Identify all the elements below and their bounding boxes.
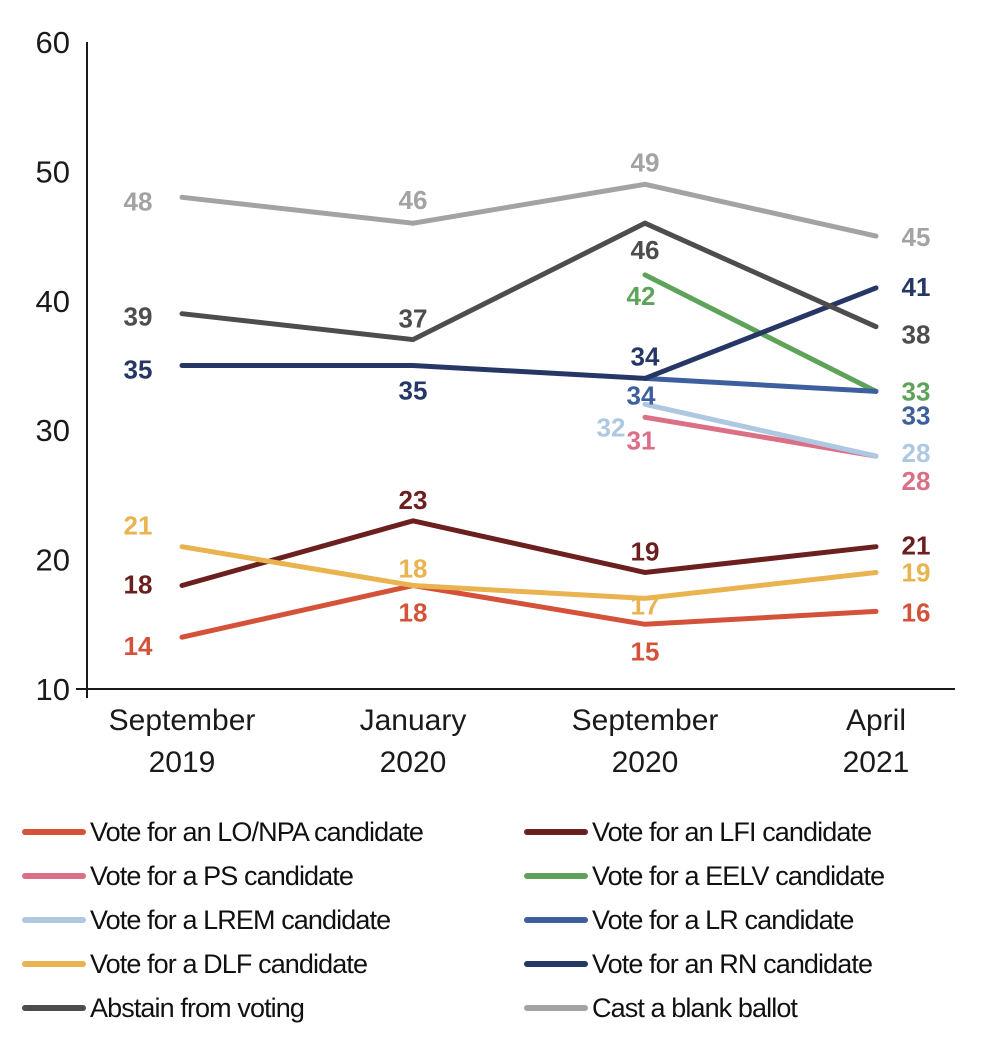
legend-swatch-icon xyxy=(22,961,86,967)
data-label: 38 xyxy=(902,320,931,350)
legend-swatch-icon xyxy=(524,829,588,835)
data-label: 33 xyxy=(902,376,931,406)
x-tick-labels: September 2019 January 2020 September 2020 Apr… xyxy=(109,704,910,779)
series-line-7 xyxy=(179,285,879,381)
data-label: 48 xyxy=(124,186,153,216)
legend-item: Vote for a LR candidate xyxy=(524,900,854,940)
y-tick-labels: 10 20 30 40 50 60 xyxy=(36,25,70,707)
legend-swatch-icon xyxy=(524,961,588,967)
legend-label: Vote for an LO/NPA candidate xyxy=(90,816,424,847)
x-tick-label: September xyxy=(572,704,719,737)
x-tick-label: 2021 xyxy=(843,746,910,779)
y-tick-label: 40 xyxy=(36,284,70,319)
series-line-6 xyxy=(179,544,879,601)
data-label: 17 xyxy=(631,590,660,620)
data-label: 45 xyxy=(902,222,931,252)
legend-item: Vote for a PS candidate xyxy=(22,856,354,896)
legend-item: Vote for a DLF candidate xyxy=(22,944,368,984)
legend-label: Vote for a EELV candidate xyxy=(592,860,885,891)
legend-item: Cast a blank ballot xyxy=(524,988,798,1028)
y-tick-label: 30 xyxy=(36,413,70,448)
data-label: 23 xyxy=(399,485,428,515)
legend-item: Vote for a EELV candidate xyxy=(524,856,885,896)
data-label: 49 xyxy=(631,147,660,177)
data-label: 41 xyxy=(902,272,931,302)
data-label: 15 xyxy=(631,636,660,666)
data-label: 31 xyxy=(627,425,656,455)
data-label: 46 xyxy=(399,185,428,215)
y-tick-label: 10 xyxy=(36,672,70,707)
data-label: 32 xyxy=(597,412,626,442)
legend-swatch-icon xyxy=(22,1005,86,1011)
legend-label: Vote for an LFI candidate xyxy=(592,816,872,847)
data-label: 28 xyxy=(902,466,931,496)
legend-item: Vote for an RN candidate xyxy=(524,944,873,984)
data-label: 37 xyxy=(399,304,428,334)
legend-swatch-icon xyxy=(22,873,86,879)
series-line-5 xyxy=(642,375,879,394)
data-label: 28 xyxy=(902,438,931,468)
legend-label: Abstain from voting xyxy=(90,992,305,1023)
data-label: 19 xyxy=(631,537,660,567)
series-line-8 xyxy=(179,220,879,343)
legend-swatch-icon xyxy=(524,1005,588,1011)
data-label: 35 xyxy=(399,376,428,406)
data-label: 21 xyxy=(902,531,931,561)
x-tick-label: 2020 xyxy=(380,746,447,779)
legend-label: Vote for a LREM candidate xyxy=(90,904,391,935)
y-tick-label: 20 xyxy=(36,543,70,578)
x-tick-label: April xyxy=(846,704,906,737)
legend-swatch-icon xyxy=(22,917,86,923)
data-label: 21 xyxy=(124,511,153,541)
legend-label: Vote for a DLF candidate xyxy=(90,948,368,979)
data-label: 33 xyxy=(902,400,931,430)
data-label: 18 xyxy=(399,597,428,627)
series-line-1 xyxy=(179,518,879,588)
y-tick-label: 60 xyxy=(36,25,70,60)
legend-swatch-icon xyxy=(524,873,588,879)
series-line-9 xyxy=(179,181,879,239)
legend-label: Vote for an RN candidate xyxy=(592,948,873,979)
x-tick-label: 2020 xyxy=(612,746,679,779)
legend-item: Vote for a LREM candidate xyxy=(22,900,391,940)
legend-swatch-icon xyxy=(524,917,588,923)
data-label: 35 xyxy=(124,355,153,385)
x-tick-label: 2019 xyxy=(149,746,216,779)
data-label: 14 xyxy=(124,631,153,661)
axes xyxy=(76,42,955,698)
data-label: 18 xyxy=(124,569,153,599)
x-tick-label: January xyxy=(360,704,467,737)
series-lines xyxy=(179,181,879,640)
series-line-4 xyxy=(642,401,879,459)
legend-label: Vote for a PS candidate xyxy=(90,860,354,891)
series-line-0 xyxy=(179,582,879,640)
data-label: 34 xyxy=(627,380,656,410)
x-tick-label: September xyxy=(109,704,256,737)
legend-label: Cast a blank ballot xyxy=(592,992,798,1023)
legend-item: Abstain from voting xyxy=(22,988,305,1028)
data-label: 16 xyxy=(902,597,931,627)
legend-item: Vote for an LO/NPA candidate xyxy=(22,812,424,852)
legend-swatch-icon xyxy=(22,829,86,835)
legend-label: Vote for a LR candidate xyxy=(592,904,854,935)
data-label: 34 xyxy=(631,341,660,371)
legend-item: Vote for an LFI candidate xyxy=(524,812,872,852)
data-label: 19 xyxy=(902,558,931,588)
data-label: 18 xyxy=(399,553,428,583)
y-tick-label: 50 xyxy=(36,154,70,189)
data-label: 39 xyxy=(124,302,153,332)
data-label: 46 xyxy=(631,235,660,265)
data-label: 42 xyxy=(627,281,656,311)
